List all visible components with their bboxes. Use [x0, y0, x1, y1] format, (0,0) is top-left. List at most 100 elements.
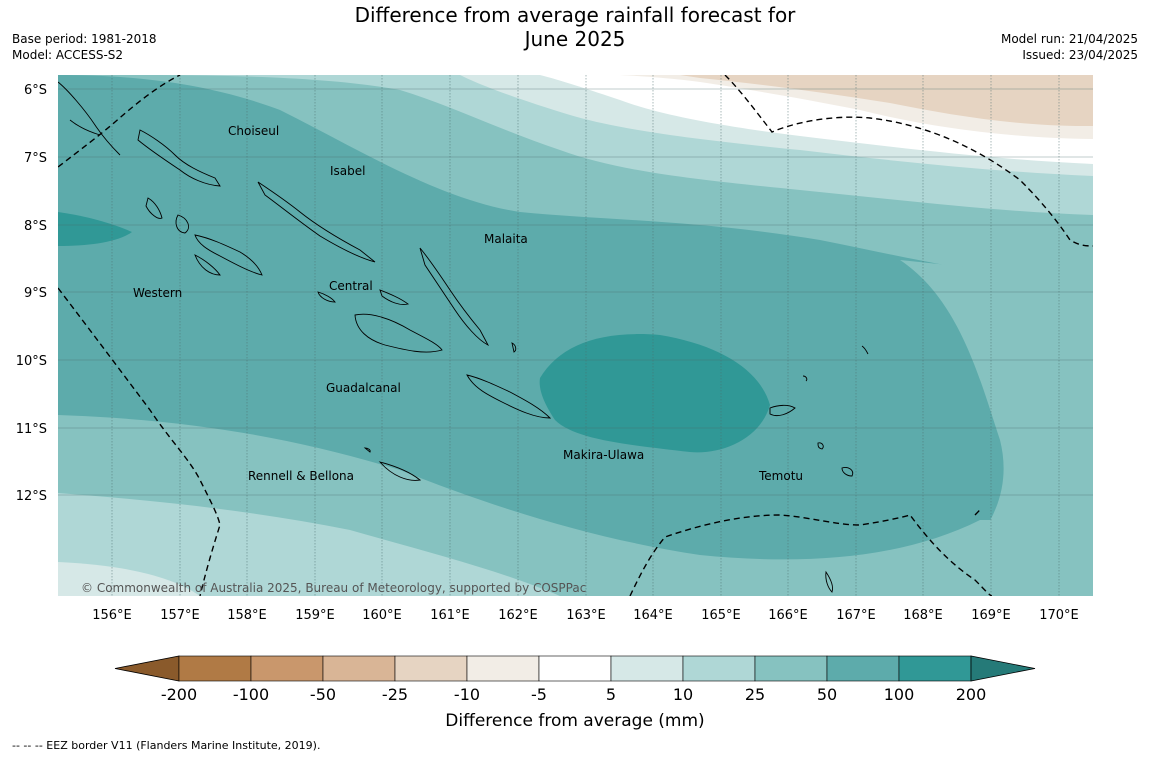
lon-label: 163°E: [566, 608, 606, 623]
colorbar-title: Difference from average (mm): [445, 711, 704, 731]
lon-label: 162°E: [498, 608, 538, 623]
lat-label: 6°S: [24, 83, 47, 98]
region-label-isabel: Isabel: [330, 164, 365, 178]
colorbar: [114, 655, 1036, 682]
colorbar-box: [610, 655, 684, 682]
colorbar-tick-label: -5: [531, 685, 547, 704]
colorbar-extend-high: [970, 655, 1036, 682]
lat-label: 8°S: [24, 219, 47, 234]
eez-border-south: [629, 507, 993, 596]
colorbar-box: [178, 655, 252, 682]
lon-label: 169°E: [971, 608, 1011, 623]
lat-label: 11°S: [16, 422, 47, 437]
copyright-notice: © Commonwealth of Australia 2025, Bureau…: [81, 581, 586, 595]
russell-islands: [317, 291, 336, 303]
region-label-malaita: Malaita: [484, 232, 528, 246]
vanikoro-island: [817, 442, 824, 450]
colorbar-tick-label: 200: [956, 685, 987, 704]
lon-label: 158°E: [227, 608, 267, 623]
lon-label: 164°E: [633, 608, 673, 623]
region-label-temotu: Temotu: [758, 469, 803, 483]
lon-label: 165°E: [701, 608, 741, 623]
eez-border-southwest: [58, 287, 221, 596]
latitude-labels: 6°S 7°S 8°S 9°S 10°S 11°S 12°S: [16, 83, 47, 504]
lat-label: 12°S: [16, 489, 47, 504]
lon-label: 156°E: [92, 608, 132, 623]
band-5-10-south: [58, 562, 200, 596]
colorbar-tick-label: -25: [382, 685, 408, 704]
colorbar-extend-low: [114, 655, 180, 682]
colorbar-tick-label: 5: [606, 685, 616, 704]
santa-cruz-island: [769, 404, 796, 417]
region-label-western: Western: [133, 286, 182, 300]
lon-label: 159°E: [295, 608, 335, 623]
colorbar-tick-label: 50: [817, 685, 837, 704]
colorbar-box: [394, 655, 468, 682]
eez-border: [58, 75, 1093, 596]
issued-date: Issued: 23/04/2025: [1022, 48, 1138, 62]
rendova-island: [194, 254, 221, 276]
model-name: Model: ACCESS-S2: [12, 48, 124, 62]
colorbar-tick-label: -50: [310, 685, 336, 704]
band-25-50-east: [900, 260, 1093, 560]
makira-island: [466, 374, 552, 419]
region-label-choiseul: Choiseul: [228, 124, 279, 138]
colorbar-box: [682, 655, 756, 682]
coastlines: [58, 81, 869, 593]
lon-label: 168°E: [903, 608, 943, 623]
title-line-2: June 2025: [524, 27, 626, 51]
base-period: Base period: 1981-2018: [12, 32, 157, 46]
region-label-central: Central: [329, 279, 373, 293]
lat-label: 9°S: [24, 286, 47, 301]
lat-label: 7°S: [24, 151, 47, 166]
lon-label: 167°E: [836, 608, 876, 623]
bougainville-coast: [58, 81, 121, 156]
rennell-island: [378, 461, 422, 481]
forecast-map: Choiseul Isabel Malaita Western Central …: [58, 75, 1093, 596]
region-label-rennell-bellona: Rennell & Bellona: [248, 469, 354, 483]
ulawa-island: [511, 342, 517, 353]
colorbar-tick-label: -10: [454, 685, 480, 704]
colorbar-box: [898, 655, 972, 682]
bellona-island: [363, 447, 371, 453]
lon-label: 161°E: [430, 608, 470, 623]
lon-label: 170°E: [1039, 608, 1079, 623]
longitude-labels: 156°E 157°E 158°E 159°E 160°E 161°E 162°…: [92, 608, 1079, 623]
colorbar-tick-label: 100: [884, 685, 915, 704]
colorbar-box: [466, 655, 540, 682]
eez-footnote: -- -- -- EEZ border V11 (Flanders Marine…: [12, 739, 321, 752]
model-info: Base period: 1981-2018 Model: ACCESS-S2: [12, 31, 157, 63]
lon-label: 166°E: [768, 608, 808, 623]
colorbar-box: [538, 655, 612, 682]
torres-islands: [825, 570, 833, 593]
colorbar-tick-labels: -200 -100 -50 -25 -10 -5 5 10 25 50 100 200: [161, 685, 986, 704]
lat-label: 10°S: [16, 354, 47, 369]
kolombangara-island: [175, 214, 189, 234]
eez-border-northwest: [58, 75, 181, 168]
colorbar-box: [754, 655, 828, 682]
malaita-island: [419, 247, 490, 347]
map-title: Difference from average rainfall forecas…: [0, 3, 1150, 51]
colorbar-tick-label: -200: [161, 685, 197, 704]
isabel-island: [257, 181, 376, 263]
region-label-guadalcanal: Guadalcanal: [326, 381, 401, 395]
band-100-200-west: [58, 212, 132, 246]
run-info: Model run: 21/04/2025 Issued: 23/04/2025: [1001, 31, 1138, 63]
title-line-1: Difference from average rainfall forecas…: [354, 3, 796, 27]
reef-islands: [802, 375, 808, 382]
colorbar-box: [322, 655, 396, 682]
vella-lavella-island: [145, 197, 163, 219]
colorbar-tick-label: 10: [673, 685, 693, 704]
latitude-gridlines: [58, 88, 1093, 496]
colorbar-tick-label: -100: [233, 685, 269, 704]
band-100-200-core: [539, 334, 770, 453]
colorbar-tick-label: 25: [745, 685, 765, 704]
duff-islands: [861, 345, 869, 355]
colorbar-box: [250, 655, 324, 682]
eez-border-north: [724, 75, 1093, 247]
band-minus10-minus25: [680, 75, 1093, 127]
colorbar-box: [826, 655, 900, 682]
band-10-25-south: [58, 493, 560, 596]
guadalcanal-island: [354, 313, 443, 353]
